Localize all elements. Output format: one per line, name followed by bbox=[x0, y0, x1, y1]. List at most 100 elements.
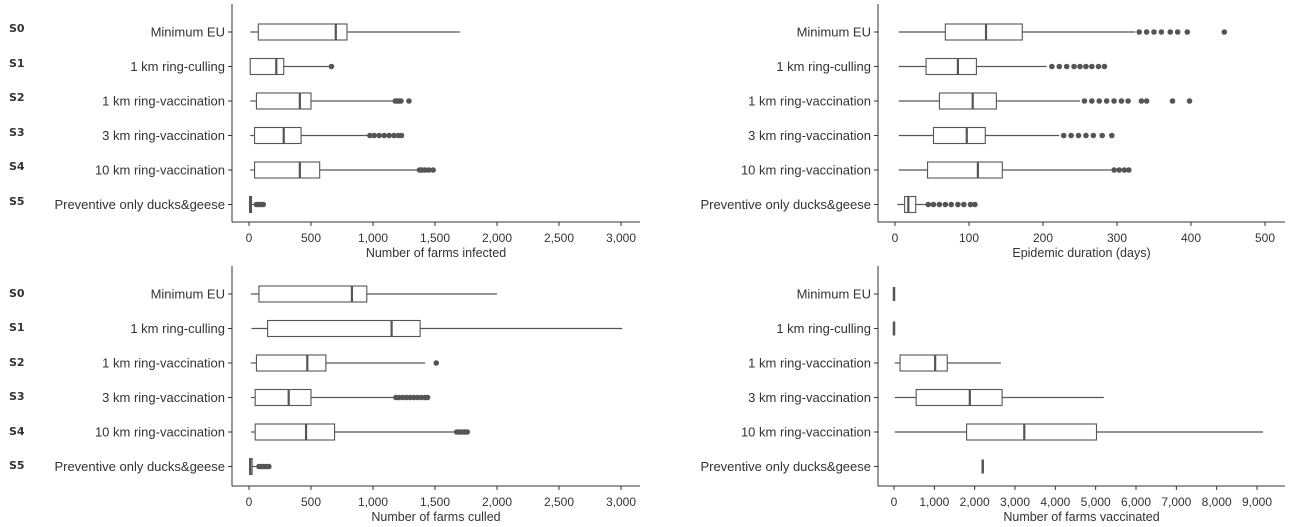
category-label: 3 km ring-vaccination bbox=[102, 128, 225, 143]
outlier-point bbox=[948, 201, 955, 208]
panel-1: 0 500 1,000 1,500 2,000 2,500 3,000 Number of f… bbox=[54, 4, 640, 260]
outlier-point bbox=[1125, 98, 1131, 104]
x-tick-label: 500 bbox=[301, 231, 321, 245]
category-label: 10 km ring-vaccination bbox=[741, 163, 871, 178]
outlier-point bbox=[1089, 63, 1095, 70]
outlier-point bbox=[381, 132, 387, 139]
outlier-point bbox=[1136, 29, 1142, 35]
outlier-point bbox=[1109, 132, 1115, 139]
outlier-point bbox=[1095, 63, 1102, 70]
outlier-point bbox=[942, 201, 949, 208]
category-label: 1 km ring-culling bbox=[776, 59, 871, 74]
outlier-point bbox=[925, 201, 932, 208]
category-label: Preventive only ducks&geese bbox=[700, 459, 871, 474]
iqr-box bbox=[254, 423, 336, 441]
panel-3: 0 500 1,000 1,500 2,000 2,500 3,000 Number of f… bbox=[54, 266, 640, 524]
outlier-point bbox=[424, 394, 431, 401]
outlier-point bbox=[1049, 63, 1055, 70]
outlier-point bbox=[1081, 98, 1088, 104]
outlier-point bbox=[1167, 29, 1174, 35]
x-tick-label: 3,000 bbox=[606, 495, 636, 509]
x-tick-label: 500 bbox=[1255, 231, 1275, 245]
iqr-box bbox=[925, 57, 977, 76]
scenario-code-s4-top: S4 bbox=[9, 160, 25, 173]
x-tick-label: 1,500 bbox=[420, 231, 450, 245]
category-label: Minimum EU bbox=[797, 25, 871, 40]
x-tick-label: 9,000 bbox=[1242, 495, 1272, 509]
outlier-point bbox=[430, 167, 436, 173]
iqr-box bbox=[966, 423, 1098, 441]
iqr-box bbox=[267, 319, 421, 338]
outlier-point bbox=[1126, 167, 1132, 173]
category-label: 3 km ring-vaccination bbox=[748, 390, 871, 405]
outlier-point bbox=[386, 132, 392, 139]
outlier-point bbox=[1111, 98, 1117, 104]
outlier-point bbox=[1083, 63, 1089, 70]
iqr-box bbox=[915, 388, 1003, 407]
category-label: 1 km ring-vaccination bbox=[102, 94, 225, 109]
outlier-point bbox=[1063, 63, 1070, 70]
x-tick-label: 300 bbox=[1107, 231, 1127, 245]
x-axis-title: Number of farms vaccinated bbox=[1003, 510, 1159, 524]
outlier-point bbox=[266, 463, 272, 470]
x-tick-label: 5,000 bbox=[1081, 495, 1111, 509]
x-tick-label: 1,000 bbox=[358, 231, 388, 245]
x-tick-label: 0 bbox=[246, 231, 253, 245]
outlier-point bbox=[1221, 29, 1228, 35]
outlier-point bbox=[464, 429, 471, 435]
category-label: Preventive only ducks&geese bbox=[54, 197, 225, 212]
outlier-point bbox=[1101, 63, 1108, 70]
category-label: 10 km ring-vaccination bbox=[741, 425, 871, 440]
x-tick-label: 3,000 bbox=[1000, 495, 1030, 509]
outlier-point bbox=[1111, 167, 1117, 173]
outlier-point bbox=[1169, 98, 1176, 104]
category-label: 1 km ring-culling bbox=[130, 59, 225, 74]
outlier-point bbox=[961, 201, 967, 208]
iqr-box bbox=[254, 388, 312, 407]
outlier-point bbox=[1060, 132, 1067, 139]
x-tick-label: 2,000 bbox=[960, 495, 990, 509]
category-label: Preventive only ducks&geese bbox=[700, 197, 871, 212]
category-label: 1 km ring-culling bbox=[130, 321, 225, 336]
iqr-box bbox=[938, 92, 997, 110]
outlier-point bbox=[391, 132, 397, 139]
panel-4: 0 1,000 2,000 3,000 4,000 5,000 6,000 7,000 8,00… bbox=[700, 266, 1285, 524]
scenario-code-s4-bottom: S4 bbox=[9, 425, 25, 438]
category-label: 10 km ring-vaccination bbox=[95, 425, 225, 440]
outlier-point bbox=[376, 132, 383, 139]
x-tick-label: 0 bbox=[892, 231, 899, 245]
scenario-code-s1-bottom: S1 bbox=[9, 321, 25, 334]
outlier-point bbox=[371, 132, 378, 139]
outlier-point bbox=[1103, 98, 1110, 104]
outlier-point bbox=[1186, 98, 1193, 104]
scenario-code-s5-bottom: S5 bbox=[9, 459, 25, 472]
category-label: Minimum EU bbox=[797, 287, 871, 302]
outlier-point bbox=[936, 201, 943, 208]
x-axis-title: Number of farms infected bbox=[366, 246, 506, 260]
scenario-code-s5-top: S5 bbox=[9, 195, 25, 208]
category-label: 1 km ring-culling bbox=[776, 321, 871, 336]
outlier-point bbox=[1174, 29, 1181, 35]
outlier-point bbox=[1089, 98, 1095, 104]
outlier-point bbox=[972, 201, 978, 208]
iqr-box bbox=[932, 126, 986, 145]
category-label: 1 km ring-vaccination bbox=[748, 356, 871, 371]
outlier-point bbox=[426, 167, 432, 173]
iqr-box bbox=[254, 126, 302, 145]
x-tick-label: 2,500 bbox=[544, 231, 574, 245]
outlier-point bbox=[1090, 132, 1097, 139]
outlier-point bbox=[930, 201, 937, 208]
category-label: 1 km ring-vaccination bbox=[748, 94, 871, 109]
outlier-point bbox=[1056, 63, 1063, 70]
outlier-point bbox=[367, 132, 373, 139]
x-tick-label: 200 bbox=[1033, 231, 1053, 245]
x-tick-label: 1,000 bbox=[919, 495, 949, 509]
x-tick-label: 0 bbox=[246, 495, 253, 509]
outlier-point bbox=[398, 98, 404, 104]
scenario-code-s2-bottom: S2 bbox=[9, 356, 25, 369]
outlier-point bbox=[1121, 167, 1128, 173]
category-label: 10 km ring-vaccination bbox=[95, 163, 225, 178]
scenario-code-s3-top: S3 bbox=[9, 126, 25, 139]
outlier-point bbox=[1118, 98, 1125, 104]
outlier-point bbox=[1077, 63, 1083, 70]
